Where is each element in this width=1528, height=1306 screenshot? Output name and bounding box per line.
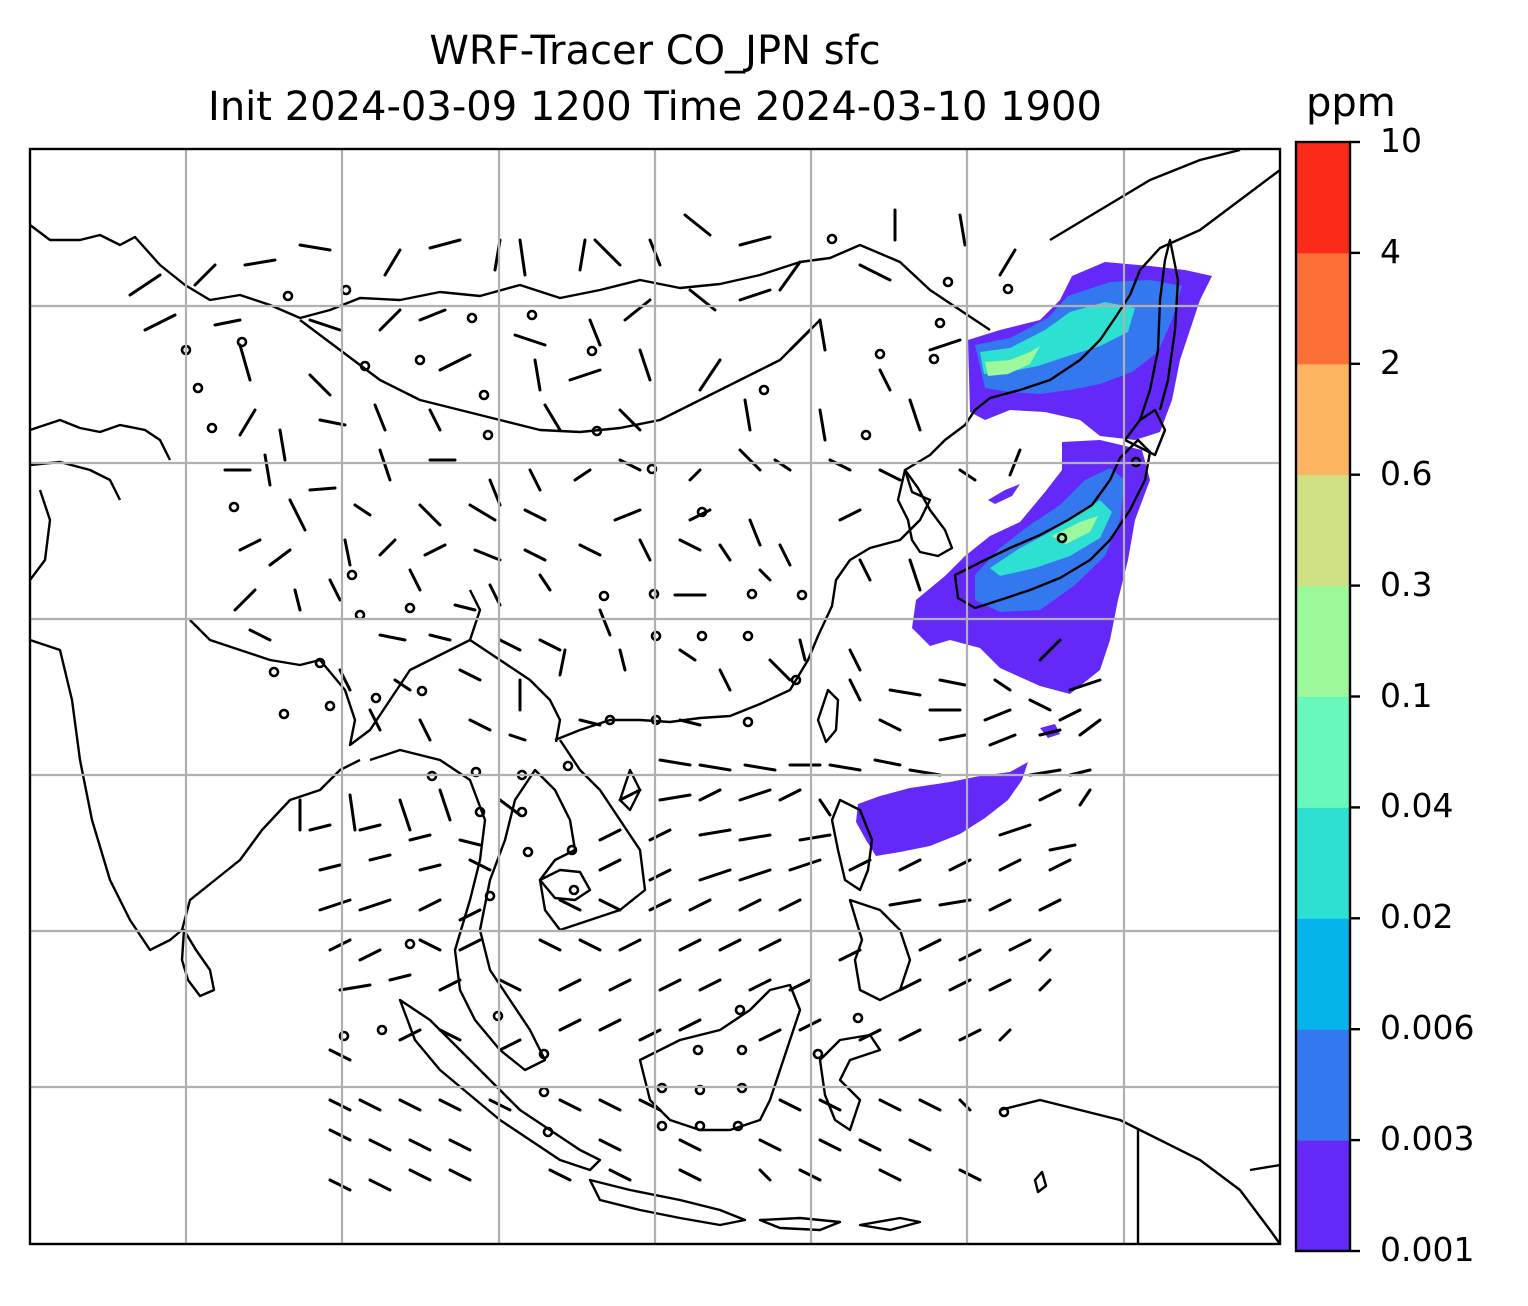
colorbar-tick-label: 10 [1380, 121, 1422, 160]
title-line-2: Init 2024-03-09 1200 Time 2024-03-10 190… [208, 84, 1102, 130]
colorbar-segment [1296, 696, 1350, 808]
colorbar-tick-label: 0.6 [1380, 453, 1433, 493]
colorbar [1294, 140, 1360, 1253]
colorbar-segment [1296, 1140, 1350, 1252]
coastlines [30, 149, 1280, 1244]
plume-small-korea [988, 484, 1020, 504]
gridlines [30, 149, 1280, 1244]
colorbar-tick-label: 4 [1380, 231, 1401, 271]
plume-south [856, 762, 1028, 856]
colorbar-tick-label: 0.003 [1380, 1119, 1475, 1159]
colorbar-segment [1296, 1029, 1350, 1141]
colorbar-segment [1296, 252, 1350, 365]
plume-north-hot [985, 346, 1040, 376]
colorbar-tick-label: 0.02 [1380, 897, 1454, 937]
colorbar-tick-label: 0.04 [1380, 786, 1454, 826]
wind-barbs [128, 208, 1102, 1192]
colorbar-segment [1296, 474, 1350, 587]
title-line-1: WRF-Tracer CO_JPN sfc [429, 28, 881, 74]
colorbar-tick-label: 0.3 [1380, 564, 1433, 604]
colorbar-tick-label: 0.001 [1380, 1230, 1475, 1269]
colorbar-segment [1296, 142, 1350, 254]
colorbar-tick-label: 0.1 [1380, 675, 1433, 715]
colorbar-segment [1296, 585, 1350, 697]
colorbar-tick-label: 0.006 [1380, 1008, 1475, 1048]
colorbar-segment [1296, 363, 1350, 476]
colorbar-segment [1296, 807, 1350, 919]
map-frame [28, 147, 1282, 1246]
colorbar-tick-label: 2 [1380, 342, 1401, 382]
colorbar-segment [1296, 918, 1350, 1030]
colorbar-unit-label: ppm [1306, 80, 1396, 126]
plume-japan-hot [1052, 516, 1098, 544]
plume-japan-core [990, 500, 1112, 576]
plume-north-core [980, 302, 1135, 374]
